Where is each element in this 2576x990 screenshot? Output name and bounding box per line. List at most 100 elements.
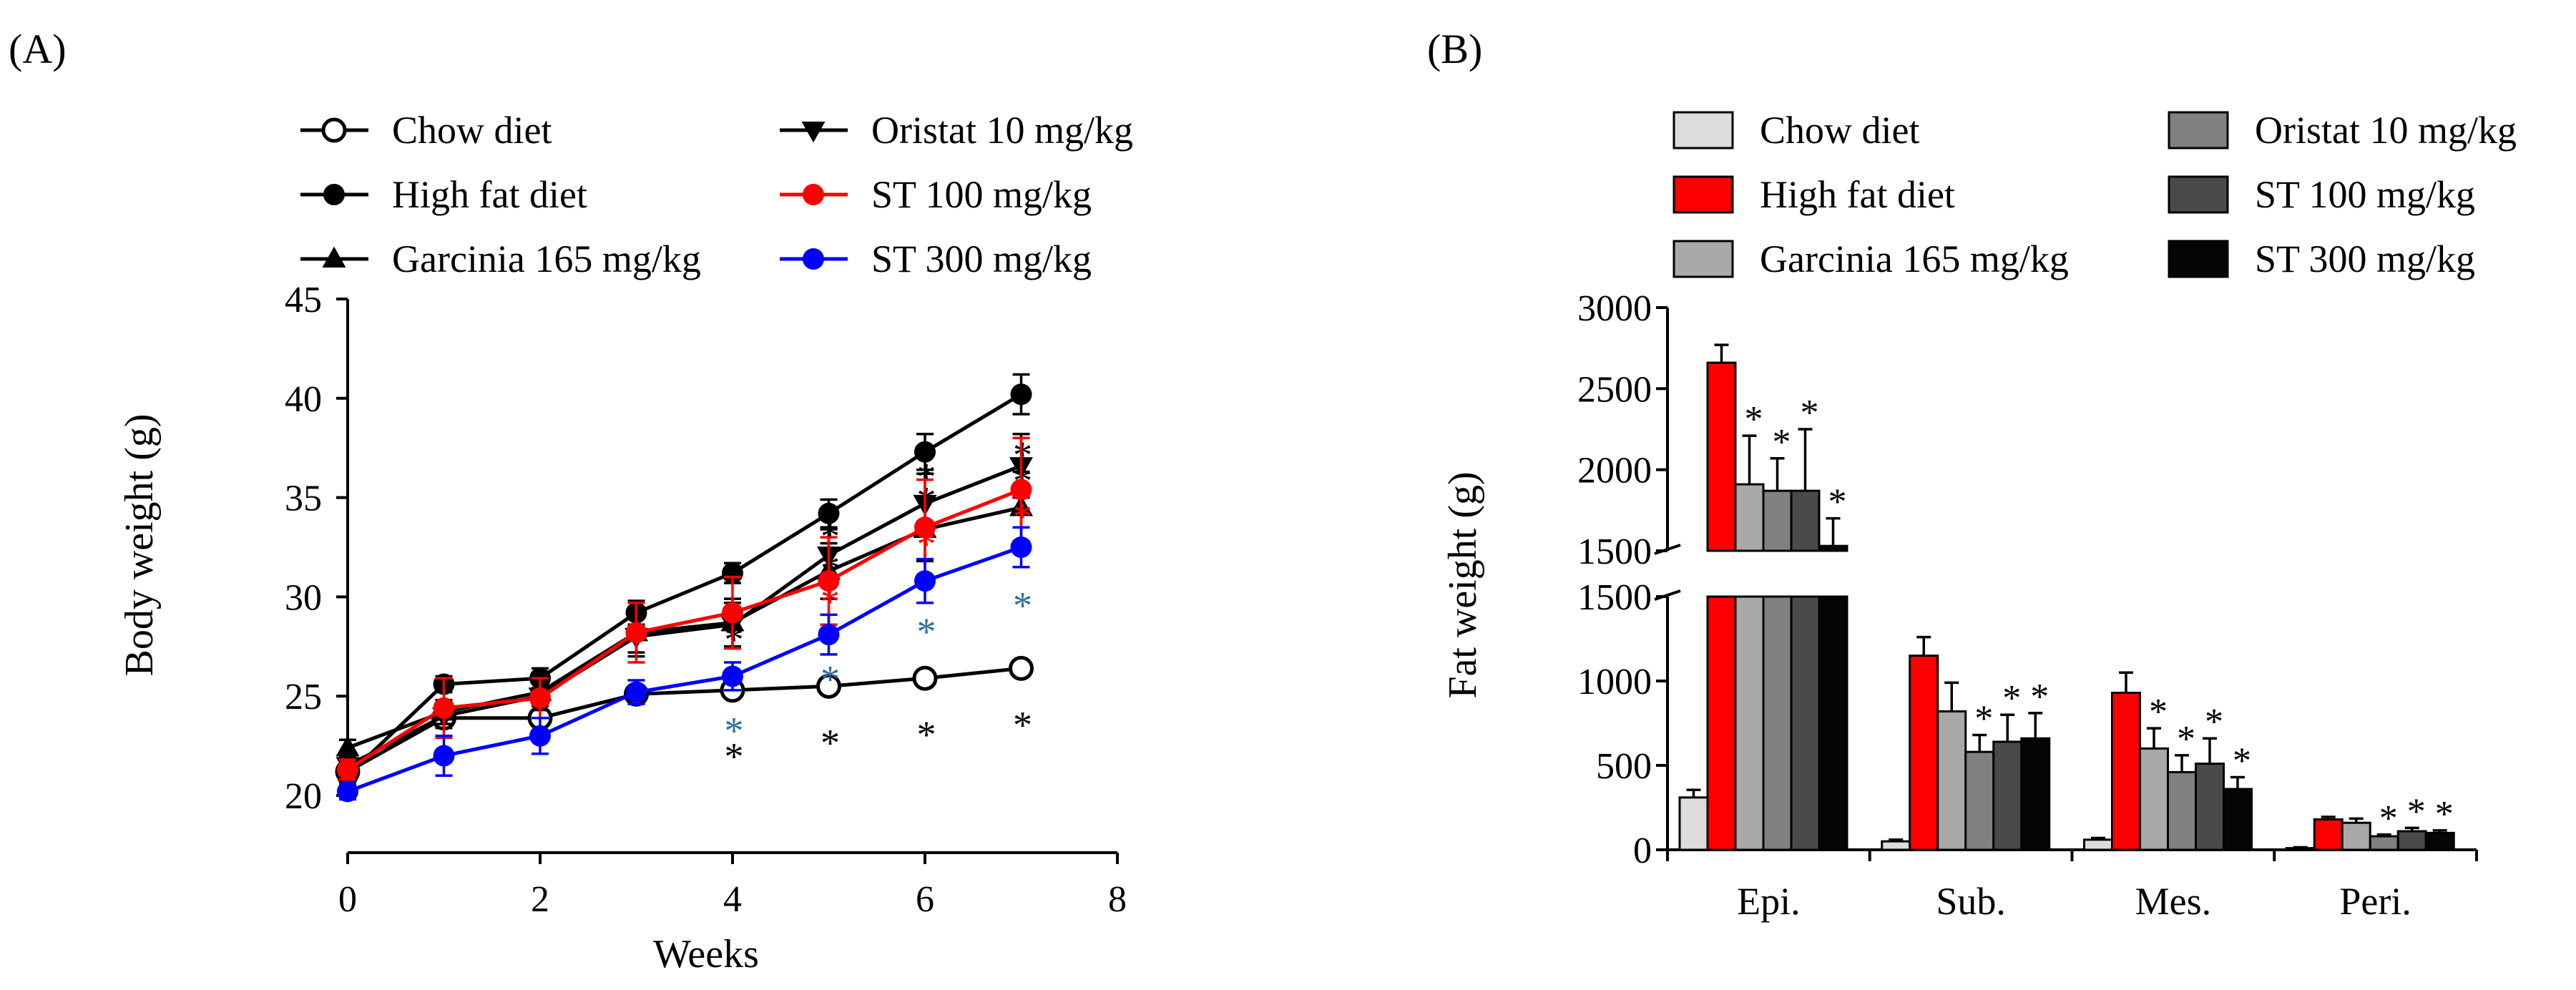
significance-star: * bbox=[1828, 482, 1847, 523]
x-category-label-mes: Mes. bbox=[2135, 880, 2212, 923]
y-tick-label: 25 bbox=[285, 677, 322, 717]
legend-label-st-100-mg-kg: ST 100 mg/kg bbox=[871, 173, 1092, 216]
x-tick-label: 8 bbox=[1108, 879, 1127, 920]
legend-label-oristat-10-mg-kg: Oristat 10 mg/kg bbox=[871, 109, 1133, 152]
series-line bbox=[347, 545, 1022, 793]
legend-swatch-garcinia-165-mg-kg bbox=[1673, 240, 1734, 278]
significance-star: * bbox=[725, 735, 744, 778]
legend-marker-st-100-mg-kg bbox=[803, 184, 824, 205]
legend-label-garcinia-165-mg-kg: Garcinia 165 mg/kg bbox=[1760, 237, 2069, 280]
y-tick-label: 40 bbox=[285, 379, 322, 420]
bar-oristat-10-mg-kg bbox=[1964, 750, 1995, 851]
x-tick-label: 4 bbox=[723, 879, 742, 920]
legend-marker-high-fat-diet bbox=[323, 184, 345, 205]
panel-b-legend: Chow diet High fat diet Garcinia 165 mg/kg… bbox=[1673, 109, 2517, 280]
bar-garcinia-165-mg-kg bbox=[2341, 821, 2371, 851]
bar-high-fat-diet-upper bbox=[1706, 361, 1737, 552]
significance-star: * bbox=[2177, 719, 2195, 760]
data-point bbox=[433, 697, 455, 719]
legend-label-garcinia-165-mg-kg: Garcinia 165 mg/kg bbox=[392, 237, 701, 280]
panel-b-bar-chart: (B) Chow diet High fat diet Garcinia 165 m… bbox=[1427, 26, 2517, 923]
significance-star: * bbox=[917, 713, 936, 756]
significance-star: * bbox=[2435, 794, 2454, 835]
legend-label-st-300-mg-kg: ST 300 mg/kg bbox=[871, 237, 1092, 280]
significance-star: * bbox=[821, 657, 840, 700]
bar-chow-diet bbox=[1881, 840, 1911, 851]
bar-st-300-mg-kg bbox=[1818, 595, 1848, 851]
panel-a-label: (A) bbox=[9, 26, 67, 72]
data-point bbox=[337, 780, 358, 803]
y-tick-label: 1500 bbox=[1577, 577, 1652, 618]
significance-star: * bbox=[2205, 702, 2223, 742]
panel-a-line-chart: (A) Chow diet High fat diet Garcinia 165 m… bbox=[9, 26, 1133, 976]
significance-star: * bbox=[2149, 692, 2168, 732]
series-line bbox=[346, 488, 1022, 772]
data-point bbox=[818, 502, 840, 524]
y-tick-label: 500 bbox=[1596, 746, 1652, 787]
data-point bbox=[529, 725, 551, 747]
series-line bbox=[346, 464, 1022, 768]
x-category-label-sub: Sub. bbox=[1936, 880, 2006, 923]
significance-star: * bbox=[917, 610, 936, 653]
legend-swatch-high-fat-diet bbox=[1673, 175, 1734, 214]
legend-swatch-chow-diet bbox=[1673, 111, 1734, 150]
y-tick-label: 20 bbox=[285, 776, 322, 817]
data-point bbox=[336, 735, 360, 757]
significance-star: * bbox=[2407, 791, 2426, 832]
bar-st-100-mg-kg bbox=[1992, 740, 2023, 851]
bar-st-100-mg-kg bbox=[1790, 595, 1821, 851]
bar-high-fat-diet bbox=[1909, 655, 1939, 851]
legend-label-oristat-10-mg-kg: Oristat 10 mg/kg bbox=[2255, 109, 2517, 152]
panel-b-plot: 1500 2000 2500 3000 0 500 1000 1500 Epi. Sub. Mes.… bbox=[1577, 288, 2478, 923]
bar-garcinia-165-mg-kg bbox=[2139, 747, 2169, 851]
significance-star: * bbox=[2030, 677, 2049, 717]
x-tick-label: 6 bbox=[916, 879, 934, 920]
series-st-300-mg-kg: * * * * bbox=[337, 526, 1032, 803]
series-st-100-mg-kg: * * * bbox=[337, 436, 1032, 781]
y-tick-label: 1000 bbox=[1577, 662, 1652, 702]
legend-label-st-100-mg-kg: ST 100 mg/kg bbox=[2255, 173, 2475, 216]
significance-star: * bbox=[1773, 422, 1791, 463]
panel-a-legend: Chow diet High fat diet Garcinia 165 mg/kg… bbox=[300, 109, 1133, 280]
data-point bbox=[722, 602, 743, 624]
bar-st-100-mg-kg-upper bbox=[1790, 489, 1821, 552]
bar-group-epi: **** bbox=[1678, 343, 1848, 851]
data-point bbox=[816, 673, 841, 699]
significance-star: * bbox=[2002, 678, 2021, 719]
data-point bbox=[337, 758, 358, 780]
bar-high-fat-diet bbox=[2111, 692, 2141, 851]
bar-st-300-mg-kg bbox=[2223, 788, 2253, 851]
y-tick-label: 3000 bbox=[1577, 288, 1652, 329]
data-point bbox=[625, 622, 647, 644]
data-point bbox=[722, 665, 743, 687]
legend-swatch-st-100-mg-kg bbox=[2168, 175, 2229, 214]
significance-star: * bbox=[917, 455, 936, 498]
legend-label-high-fat-diet: High fat diet bbox=[392, 173, 587, 216]
legend-label-chow-diet: Chow diet bbox=[392, 109, 552, 152]
y-tick-label: 30 bbox=[285, 577, 322, 618]
panel-b-label: (B) bbox=[1427, 26, 1482, 72]
y-tick-label: 35 bbox=[285, 479, 322, 519]
data-point bbox=[912, 665, 938, 691]
significance-star: * bbox=[1013, 703, 1032, 746]
significance-star: * bbox=[2379, 798, 2398, 839]
panel-a-x-axis-title: Weeks bbox=[653, 932, 759, 976]
data-point bbox=[1010, 536, 1032, 558]
x-category-label-peri: Peri. bbox=[2339, 880, 2411, 923]
bar-garcinia-165-mg-kg-upper bbox=[1734, 483, 1765, 552]
bar-chow-diet bbox=[2285, 847, 2316, 851]
data-point bbox=[433, 745, 455, 767]
panel-a-y-axis-title: Body weight (g) bbox=[117, 413, 162, 676]
significance-star: * bbox=[2233, 741, 2251, 782]
data-point bbox=[914, 516, 936, 539]
x-tick-label: 2 bbox=[531, 879, 549, 920]
bar-high-fat-diet bbox=[1706, 595, 1737, 851]
significance-star: * bbox=[1013, 584, 1032, 627]
legend-label-chow-diet: Chow diet bbox=[1760, 109, 1920, 152]
legend-swatch-st-300-mg-kg bbox=[2168, 240, 2229, 278]
significance-star: * bbox=[821, 721, 840, 764]
significance-star: * bbox=[1974, 699, 1993, 740]
legend-marker-oristat-10-mg-kg bbox=[801, 122, 826, 143]
